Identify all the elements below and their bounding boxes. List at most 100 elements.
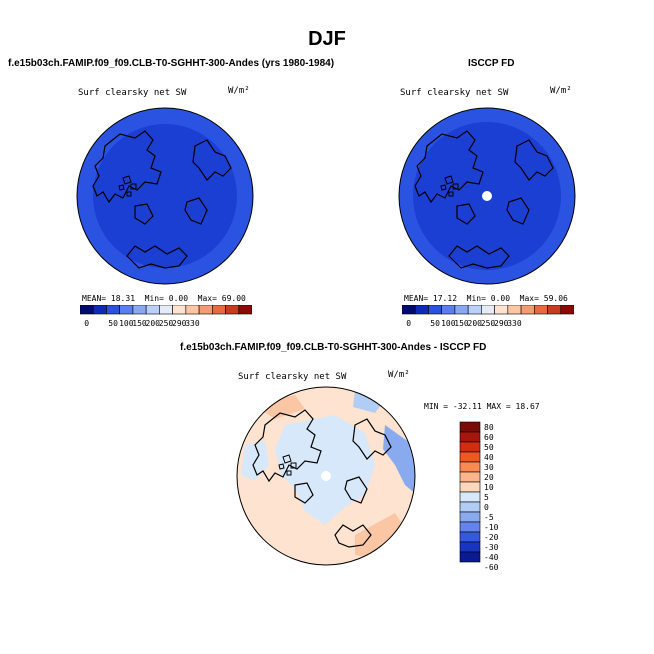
panel-3-colorbar-swatch xyxy=(459,481,481,493)
panel-2-map-islands xyxy=(440,175,459,197)
panel-1-units: W/m² xyxy=(228,86,250,96)
panel-2-colorbar-swatch xyxy=(507,305,522,315)
panel-3-colorbar-tick: -60 xyxy=(484,563,499,570)
panel-3-header: f.e15b03ch.FAMIP.f09_f09.CLB-T0-SGHHT-30… xyxy=(180,342,487,353)
panel-2-colorbar-swatch xyxy=(467,305,482,315)
panel-2-map-coastline xyxy=(414,130,554,269)
panel-3-colorbar-swatch xyxy=(459,461,481,473)
panel-3-colorbar-swatch xyxy=(459,491,481,503)
panel-3-colorbar-tick: 50 xyxy=(484,443,494,452)
panel-3-colorbar-swatch xyxy=(459,521,481,533)
panel-1-min-label: Min= xyxy=(144,294,164,303)
panel-3-colorbar-swatch xyxy=(459,511,481,523)
panel-3-map-orange-north xyxy=(255,395,305,419)
panel-3-colorbar-tick: 10 xyxy=(484,483,494,492)
panel-3-colorbar-swatch xyxy=(459,531,481,543)
panel-3-colorbar-tick: -30 xyxy=(484,543,499,552)
panel-3-pole-hole xyxy=(321,471,331,481)
panel-3-colorbar-tick: 80 xyxy=(484,423,494,432)
panel-2-colorbar-tick: 250 xyxy=(481,319,496,328)
panel-2-colorbar-tick: 290 xyxy=(494,319,509,328)
panel-1-colorbar-swatch xyxy=(106,305,120,315)
panel-2-mean-label: MEAN= xyxy=(404,294,429,303)
panel-3-colorbar-swatch xyxy=(459,551,481,563)
panel-3-colorbar-swatch xyxy=(459,441,481,453)
panel-2-colorbar-swatch xyxy=(560,305,574,315)
panel-3-colorbar-tick: -10 xyxy=(484,523,499,532)
panel-1-colorbar-swatch xyxy=(212,305,226,315)
panel-1-max-label: Max= xyxy=(197,294,217,303)
panel-2-colorbar-tick: 50 xyxy=(430,319,440,328)
panel-3-colorbar-swatch xyxy=(459,451,481,463)
panel-1-colorbar-swatch xyxy=(159,305,173,315)
panel-1-colorbar-tick: 200 xyxy=(146,319,161,328)
panel-3-map-blue-north xyxy=(353,391,385,413)
panel-1-stats: MEAN= 18.31 Min= 0.00 Max= 69.00 xyxy=(82,294,246,303)
panel-2-colorbar-swatch xyxy=(494,305,509,315)
panel-2-colorbar-swatch xyxy=(402,305,416,315)
panel-2-colorbar-swatch xyxy=(481,305,495,315)
panel-2-max: 59.06 xyxy=(543,294,568,303)
panel-1-colorbar-swatch xyxy=(238,305,252,315)
panel-2-colorbar-swatch xyxy=(414,305,429,315)
panel-1-colorbar-swatch xyxy=(172,305,187,315)
panel-2-field: Surf clearsky net SW xyxy=(400,88,509,98)
panel-1-colorbar-swatch xyxy=(92,305,107,315)
panel-1-mean: 18.31 xyxy=(110,294,136,303)
panel-2-max-label: Max= xyxy=(519,294,539,303)
panel-1-colorbar-swatch xyxy=(145,305,160,315)
figure-title: DJF xyxy=(308,28,346,50)
panel-3-units: W/m² xyxy=(388,370,410,380)
panel-3-colorbar-tick: -40 xyxy=(484,553,499,562)
panel-1-map-interior xyxy=(93,124,237,268)
panel-1-header: f.e15b03ch.FAMIP.f09_f09.CLB-T0-SGHHT-30… xyxy=(8,58,335,69)
panel-1-colorbar-swatch xyxy=(225,305,240,315)
panel-2-colorbar-swatch xyxy=(454,305,469,315)
panel-1-colorbar-swatch xyxy=(132,305,147,315)
panel-2-colorbar-tick: 100 xyxy=(441,319,456,328)
panel-2-min: 0.00 xyxy=(490,294,511,303)
panel-1-colorbar-tick: 100 xyxy=(119,319,134,328)
panel-2-colorbar-tick: 330 xyxy=(507,319,522,328)
panel-2-colorbar-swatch xyxy=(520,305,535,315)
panel-1-mean-label: MEAN= xyxy=(82,294,107,303)
panel-3-colorbar-swatch xyxy=(459,431,481,443)
panel-2-header: ISCCP FD xyxy=(468,58,515,69)
panel-1-min: 0.00 xyxy=(168,294,189,303)
panel-1-map xyxy=(76,107,254,285)
panel-3-colorbar-swatch xyxy=(459,471,481,483)
panel-1-colorbar-tick: 150 xyxy=(132,319,147,328)
panel-1-colorbar-swatch xyxy=(80,305,94,315)
panel-1-colorbar-tick: 330 xyxy=(185,319,200,328)
panel-3-colorbar-tick: 0 xyxy=(484,503,489,512)
panel-3-map xyxy=(236,386,416,566)
panel-1-colorbar-swatch xyxy=(119,305,134,315)
panel-3-map-coastline xyxy=(252,409,392,548)
panel-3-range: MIN = -32.11 MAX = 18.67 xyxy=(424,402,540,411)
panel-1-colorbar-tick: 290 xyxy=(172,319,187,328)
panel-1-colorbar-tick: 250 xyxy=(159,319,174,328)
panel-2-colorbar-swatch xyxy=(441,305,456,315)
panel-2-colorbar-swatch xyxy=(547,305,562,315)
panel-3-colorbar-tick: 40 xyxy=(484,453,494,462)
panel-3-colorbar-tick: 20 xyxy=(484,473,494,482)
panel-1-map-coastline xyxy=(92,130,232,269)
panel-2-stats: MEAN= 17.12 Min= 0.00 Max= 59.06 xyxy=(404,294,568,303)
panel-3-colorbar-tick: -20 xyxy=(484,533,499,542)
panel-3-colorbar-swatch xyxy=(459,501,481,513)
panel-2-colorbar-swatch xyxy=(534,305,548,315)
panel-2-colorbar-swatch xyxy=(428,305,442,315)
panel-3-map-islands xyxy=(278,454,297,476)
panel-1-colorbar-swatch xyxy=(185,305,200,315)
panel-1-colorbar-tick: 50 xyxy=(108,319,118,328)
panel-3-colorbar-swatch xyxy=(459,541,481,553)
panel-2-map xyxy=(398,107,576,285)
panel-3-colorbar-tick: -5 xyxy=(484,513,494,522)
panel-3-colorbar-tick: 30 xyxy=(484,463,494,472)
panel-1-max: 69.00 xyxy=(221,294,246,303)
panel-3-colorbar-tick: 60 xyxy=(484,433,494,442)
panel-2-min-label: Min= xyxy=(466,294,486,303)
